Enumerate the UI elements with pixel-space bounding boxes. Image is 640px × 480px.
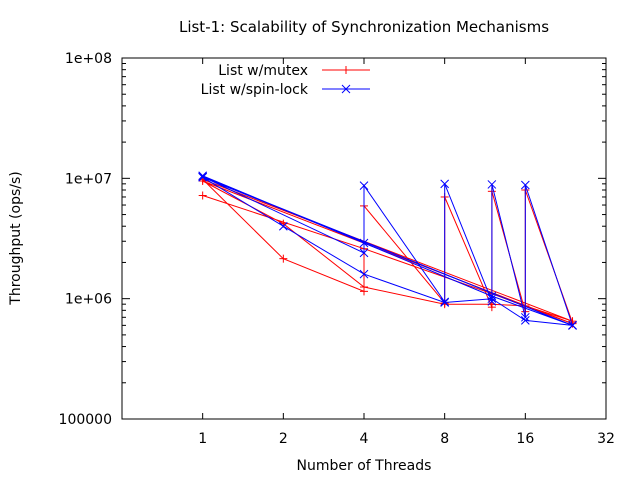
chart-title: List-1: Scalability of Synchronization M… xyxy=(179,18,549,36)
y-tick-label: 1e+08 xyxy=(65,51,112,67)
legend-label: List w/mutex xyxy=(218,63,308,79)
x-tick-label: 32 xyxy=(597,431,615,447)
marker-stroke xyxy=(520,316,530,325)
marker-stroke xyxy=(440,179,450,189)
plus-marker xyxy=(360,287,368,296)
cross-marker xyxy=(440,179,450,189)
axis-ticks: 1 2 4 8 16 32 100000 1e+06 1e+07 1e+08 xyxy=(59,51,615,447)
cross-marker xyxy=(341,84,351,94)
marker-stroke xyxy=(359,269,369,279)
y-tick-label: 100000 xyxy=(59,412,112,428)
cross-marker xyxy=(359,181,369,190)
cross-marker xyxy=(359,269,369,279)
x-tick-label: 16 xyxy=(516,431,534,447)
plus-marker xyxy=(279,254,288,263)
plus-marker xyxy=(198,191,207,200)
cross-marker xyxy=(520,312,530,322)
marker-stroke xyxy=(359,248,369,258)
cross-marker xyxy=(487,294,497,304)
marker-stroke xyxy=(487,294,497,304)
marker-stroke xyxy=(359,181,369,190)
x-tick-label: 4 xyxy=(360,431,369,447)
plus-marker xyxy=(342,66,350,74)
cross-marker xyxy=(487,296,497,306)
y-tick-label: 1e+06 xyxy=(65,292,112,308)
plus-marker xyxy=(487,303,496,312)
cross-marker xyxy=(359,248,369,258)
legend: List w/mutex List w/spin-lock xyxy=(201,63,370,98)
series-1 xyxy=(198,171,577,330)
marker-stroke xyxy=(341,84,351,94)
marker-stroke xyxy=(487,180,497,189)
cross-marker xyxy=(520,180,530,190)
x-tick-label: 8 xyxy=(440,431,449,447)
series-line xyxy=(202,175,573,326)
cross-marker xyxy=(487,180,497,189)
cross-marker xyxy=(198,172,208,182)
marker-stroke xyxy=(278,221,288,231)
series-layer xyxy=(198,171,577,330)
marker-stroke xyxy=(198,172,208,182)
legend-label: List w/spin-lock xyxy=(201,82,309,98)
cross-marker xyxy=(278,221,288,231)
cross-marker xyxy=(520,316,530,325)
marker-stroke xyxy=(487,296,497,306)
marker-stroke xyxy=(520,180,530,190)
cross-marker xyxy=(440,297,450,307)
cross-marker xyxy=(359,238,369,248)
x-tick-label: 1 xyxy=(198,431,207,447)
x-axis-label: Number of Threads xyxy=(297,458,432,474)
cross-marker xyxy=(568,321,577,330)
marker-stroke xyxy=(440,297,450,307)
marker-stroke xyxy=(359,238,369,248)
marker-stroke xyxy=(568,321,577,330)
x-tick-label: 2 xyxy=(279,431,288,447)
marker-stroke xyxy=(198,171,208,181)
y-axis-label: Throughput (ops/s) xyxy=(8,171,24,305)
marker-stroke xyxy=(520,312,530,322)
y-tick-label: 1e+07 xyxy=(65,171,112,187)
cross-marker xyxy=(198,171,208,181)
